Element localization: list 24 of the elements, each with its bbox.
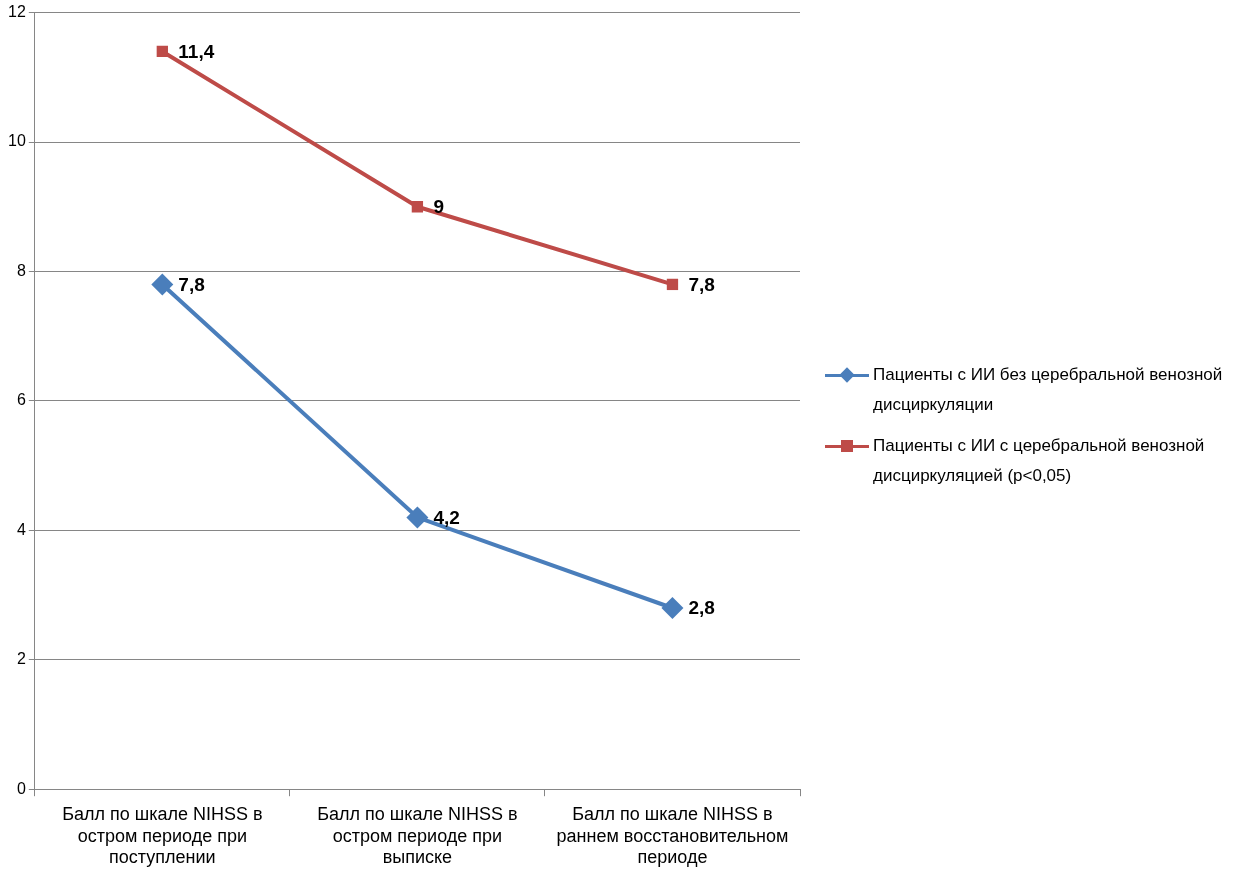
data-label: 9 [433,195,444,217]
point [666,278,679,291]
point [156,45,168,58]
data-label: 4,2 [433,506,460,528]
x-tick-label: Балл по шкале NIHSS в раннем восстановительном периоде [556,803,789,868]
legend-label: Пациенты с ИИ без церебральной венозной дисциркуляции [873,364,1224,416]
point [411,201,424,213]
x-tick-label: Балл по шкале NIHSS в остром периоде при выписке [317,803,518,868]
data-label: 11,4 [178,40,215,62]
y-tick-label: 6 [16,391,26,409]
y-tick-label: 10 [8,132,26,150]
point [406,506,429,529]
point [151,273,174,296]
data-label: 7,8 [178,273,205,295]
y-tick-label: 2 [16,650,26,668]
point [661,596,684,619]
legend-label: Пациенты с ИИ с церебральной венозной дисциркуляцией (p<0,05) [873,435,1206,487]
data-label: 7,8 [688,273,715,295]
data-label: 2,8 [688,597,715,619]
y-tick-label: 0 [16,779,26,797]
y-tick-label: 8 [16,261,26,279]
y-tick-label: 12 [8,3,26,21]
y-tick-label: 4 [16,520,26,538]
x-tick-label: Балл по шкале NIHSS в остром периоде при поступлении [62,803,263,868]
